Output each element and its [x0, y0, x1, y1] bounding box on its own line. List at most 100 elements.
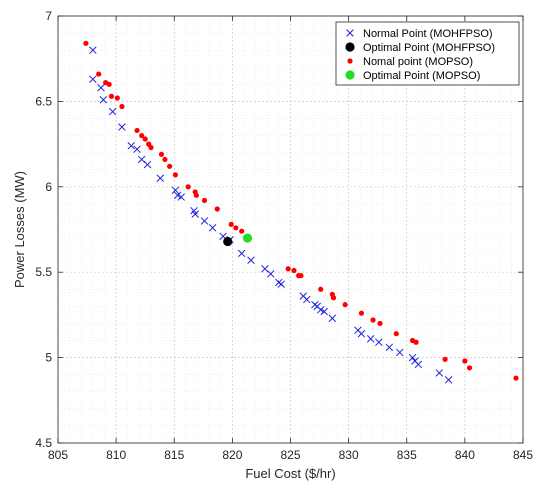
marker-stroke — [99, 95, 108, 104]
data-points — [83, 40, 519, 384]
data-point — [89, 46, 97, 54]
marker-stroke — [137, 155, 146, 164]
marker-stroke — [171, 186, 180, 194]
data-point — [162, 156, 168, 163]
data-point — [185, 184, 191, 190]
data-point — [106, 81, 112, 87]
data-point — [377, 320, 383, 327]
marker-stroke — [200, 217, 209, 225]
marker-stroke — [219, 232, 227, 241]
y-tick-label: 7 — [45, 9, 52, 23]
data-point — [143, 160, 152, 169]
marker-stroke — [320, 307, 328, 316]
data-point — [200, 217, 209, 225]
y-tick-label: 6.5 — [35, 94, 52, 108]
data-point — [247, 256, 255, 264]
legend-marker — [347, 58, 353, 64]
data-point — [89, 75, 97, 83]
data-point — [172, 172, 179, 178]
legend-marker — [345, 42, 355, 52]
data-point — [318, 286, 324, 292]
data-point — [118, 123, 126, 131]
data-point — [277, 280, 285, 288]
x-tick-label: 815 — [164, 448, 184, 462]
x-tick-label: 820 — [222, 448, 242, 462]
marker-stroke — [354, 326, 362, 335]
x-axis-label: Fuel Cost ($/hr) — [245, 466, 335, 481]
data-point — [134, 127, 140, 134]
marker-stroke — [444, 376, 453, 384]
data-point — [266, 270, 275, 278]
data-point — [408, 353, 417, 362]
legend-marker — [345, 70, 355, 80]
data-point — [191, 210, 199, 218]
marker-stroke — [97, 83, 105, 92]
data-point — [393, 331, 399, 337]
marker-stroke — [411, 357, 419, 365]
data-point — [108, 93, 115, 99]
marker-stroke — [191, 210, 199, 218]
marker-stroke — [208, 224, 217, 232]
marker-stroke — [156, 174, 165, 183]
marker-stroke — [261, 265, 269, 273]
marker-stroke — [357, 329, 366, 338]
marker-stroke — [328, 314, 337, 323]
data-point — [462, 358, 468, 364]
series-0 — [89, 46, 453, 384]
data-point — [177, 193, 185, 201]
axis-ticks: 805 810 815 820 825 830 835 840 845 4.5 5 5.5 6 6.5 7 — [35, 9, 533, 462]
data-point — [148, 144, 154, 151]
marker-stroke — [299, 292, 308, 300]
data-point — [413, 339, 419, 345]
data-point — [242, 233, 253, 243]
marker-stroke — [414, 360, 423, 369]
data-point — [193, 192, 199, 198]
marker-stroke — [266, 270, 275, 278]
marker-stroke — [346, 29, 354, 37]
marker-stroke — [396, 348, 404, 357]
data-point — [342, 302, 348, 308]
x-tick-label: 835 — [397, 448, 417, 462]
data-point — [228, 221, 234, 227]
data-point — [435, 369, 444, 377]
marker-stroke — [173, 191, 182, 200]
data-point — [156, 174, 165, 183]
legend-entry: Optimal Point (MOPSO) — [363, 70, 480, 82]
marker-stroke — [316, 306, 325, 314]
marker-stroke — [190, 206, 198, 215]
data-point — [97, 83, 105, 92]
data-point — [442, 356, 448, 362]
data-point — [208, 224, 217, 232]
data-point — [466, 365, 473, 371]
data-point — [385, 343, 394, 352]
data-point — [513, 375, 519, 381]
marker-stroke — [133, 145, 141, 153]
grid-lines — [57, 15, 524, 444]
data-point — [127, 142, 135, 150]
marker-stroke — [366, 335, 375, 343]
marker-stroke — [277, 280, 285, 288]
data-point — [142, 136, 148, 142]
marker-stroke — [435, 369, 444, 377]
data-point — [357, 329, 366, 338]
data-point — [99, 95, 108, 104]
data-point — [358, 310, 365, 316]
data-point — [133, 145, 141, 153]
x-tick-label: 825 — [280, 448, 300, 462]
series-2 — [83, 40, 519, 381]
data-point — [83, 40, 89, 46]
marker-stroke — [313, 302, 321, 311]
data-point — [214, 206, 220, 212]
x-tick-label: 845 — [513, 448, 533, 462]
y-tick-label: 6 — [45, 180, 52, 194]
series-3 — [242, 233, 253, 243]
marker-stroke — [89, 75, 97, 83]
data-point — [330, 295, 337, 301]
data-point — [201, 197, 208, 204]
data-point — [298, 273, 304, 279]
data-point — [223, 236, 233, 247]
data-point — [139, 132, 145, 139]
legend-entry: Normal Point (MOHFPSO) — [363, 28, 493, 40]
data-point — [328, 314, 337, 323]
plot-frame — [57, 15, 524, 444]
